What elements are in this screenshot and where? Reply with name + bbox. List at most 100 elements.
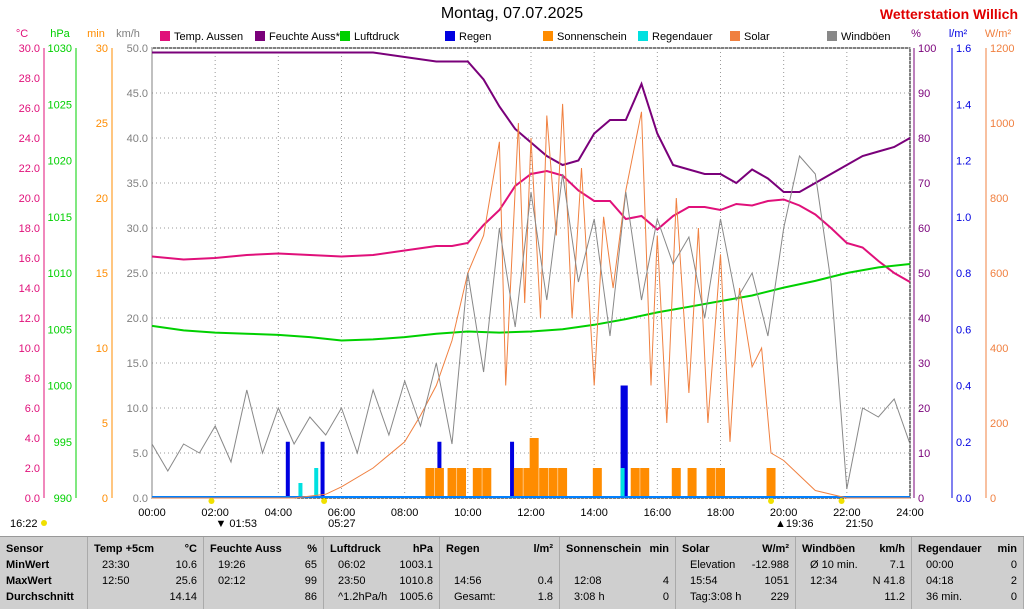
- series-line-temp-aussen: [151, 169, 911, 283]
- y-tick-label-temp: 18.0: [19, 223, 40, 235]
- stats-row: 11.2: [796, 591, 911, 606]
- y-tick-label-rain: 1.0: [956, 212, 971, 224]
- stats-header-row: Feuchte Auss%: [204, 543, 323, 558]
- stats-cell-value: 65: [304, 559, 317, 571]
- legend-item: Solar: [730, 31, 770, 43]
- y-tick-label-temp: 16.0: [19, 253, 40, 265]
- y-tick-label-humidity: 30: [918, 358, 930, 370]
- x-tick-label: 12:00: [517, 507, 545, 519]
- bar-sonnenschein: [447, 468, 457, 498]
- stats-cell-value: 7.1: [889, 559, 905, 571]
- stats-cell-label: 06:02: [338, 559, 366, 571]
- series-line-solar: [152, 103, 910, 499]
- stats-cell-value: 25.6: [175, 575, 197, 587]
- bar-sonnenschein: [425, 468, 435, 498]
- stats-header-row: Sonnenschein min: [560, 543, 675, 558]
- y-tick-label-temp: 10.0: [19, 343, 40, 355]
- stats-row: Gesamt: 1.8: [440, 591, 559, 606]
- stats-cell-value: 2: [1010, 575, 1017, 587]
- stats-cell-label: 04:18: [926, 575, 954, 587]
- x-tick-label: 20:00: [770, 507, 798, 519]
- stats-column: Temp +5cm °C 23:30 10.6 12:50 25.6 14.14: [88, 537, 204, 609]
- stats-header: Sonnenschein: [566, 543, 642, 555]
- stats-cell-value: 0: [1010, 591, 1017, 603]
- stats-header: Windböen: [802, 543, 856, 555]
- stats-cell-value: 14.14: [169, 591, 197, 603]
- legend-label: Regendauer: [652, 31, 713, 43]
- stats-header-row: Windböen km/h: [796, 543, 911, 558]
- y-tick-label-wind: 40.0: [127, 133, 148, 145]
- y-tick-label-wind: 10.0: [127, 403, 148, 415]
- stats-cell-value: 99: [304, 575, 317, 587]
- legend-swatch: [543, 31, 553, 41]
- y-tick-label-pressure: 1015: [48, 212, 72, 224]
- sun-time-label: ▼ 01:53: [215, 518, 256, 530]
- y-tick-label-wind: 25.0: [127, 268, 148, 280]
- axis-unit-rain: l/m²: [949, 28, 968, 40]
- stats-cell-value: 1051: [764, 575, 789, 587]
- stats-row: [560, 559, 675, 574]
- y-tick-label-solar: 400: [990, 343, 1008, 355]
- legend-item: Feuchte Auss*: [255, 31, 340, 43]
- stats-row: 86: [204, 591, 323, 606]
- stats-cell-value: 1005.6: [399, 591, 433, 603]
- stats-cell-value: 0: [662, 591, 669, 603]
- stats-unit: min: [997, 543, 1017, 555]
- stats-cell-value: 86: [304, 591, 317, 603]
- bar-sonnenschein: [766, 468, 776, 498]
- stats-cell-label: ^1.2hPa/h: [338, 591, 388, 603]
- stats-unit: km/h: [879, 543, 905, 555]
- chart-marks: [41, 51, 911, 526]
- stats-row: 14:56 0.4: [440, 575, 559, 590]
- y-tick-label-solar: 0: [990, 493, 996, 505]
- y-tick-label-solar: 1000: [990, 118, 1014, 130]
- stats-row: 36 min. 0: [912, 591, 1023, 606]
- y-tick-label-pressure: 1025: [48, 99, 72, 111]
- bar-sonnenschein: [630, 468, 640, 498]
- stats-header-row: Regendauer min: [912, 543, 1023, 558]
- stats-column: Regen l/m² 14:56 0.4 Gesamt: 1.8: [440, 537, 560, 609]
- y-tick-label-rain: 1.4: [956, 99, 971, 111]
- stats-column: Solar W/m² Elevation -12.988 15:54 1051 Tag:3:…: [676, 537, 796, 609]
- stats-header: Solar: [682, 543, 710, 555]
- chart-grid: [151, 47, 911, 499]
- stats-header-row: Solar W/m²: [676, 543, 795, 558]
- y-tick-label-wind: 0.0: [133, 493, 148, 505]
- axis-unit-pressure: hPa: [50, 28, 70, 40]
- stats-cell-value: N 41.8: [872, 575, 905, 587]
- stats-header: Sensor: [6, 543, 44, 555]
- legend-item: Regen: [445, 31, 491, 43]
- corner-sun-marker: [41, 520, 47, 526]
- legend-label: Luftdruck: [354, 31, 400, 43]
- y-tick-label-humidity: 90: [918, 88, 930, 100]
- y-tick-label-humidity: 60: [918, 223, 930, 235]
- stats-row: Ø 10 min. 7.1: [796, 559, 911, 574]
- y-tick-label-pressure: 1005: [48, 324, 72, 336]
- y-tick-label-solar: 1200: [990, 43, 1014, 55]
- stats-cell-value: 1010.8: [399, 575, 433, 587]
- y-tick-label-pressure: 1000: [48, 381, 72, 393]
- x-tick-label: 22:00: [833, 507, 861, 519]
- stats-row: 04:18 2: [912, 575, 1023, 590]
- x-tick-label: 00:00: [138, 507, 166, 519]
- legend-item: Temp. Aussen: [160, 31, 243, 43]
- y-tick-label-minutes: 0: [102, 493, 108, 505]
- stats-row: [440, 559, 559, 574]
- y-tick-label-humidity: 10: [918, 448, 930, 460]
- y-tick-label-minutes: 25: [96, 118, 108, 130]
- legend-swatch: [340, 31, 350, 41]
- chart-title: Montag, 07.07.2025: [440, 5, 584, 22]
- stats-unit: min: [649, 543, 669, 555]
- stats-cell-value: 10.6: [175, 559, 197, 571]
- stats-cell-label: 00:00: [926, 559, 954, 571]
- y-tick-label-minutes: 15: [96, 268, 108, 280]
- y-tick-label-humidity: 40: [918, 313, 930, 325]
- y-tick-label-humidity: 100: [918, 43, 936, 55]
- legend-item: Regendauer: [638, 31, 713, 43]
- stats-cell-value: 229: [770, 591, 789, 603]
- stats-header-row: Regen l/m²: [440, 543, 559, 558]
- stats-cell-value: 1.8: [537, 591, 553, 603]
- stats-cell-label: MinWert: [6, 559, 50, 571]
- stats-row: 12:50 25.6: [88, 575, 203, 590]
- y-tick-label-humidity: 70: [918, 178, 930, 190]
